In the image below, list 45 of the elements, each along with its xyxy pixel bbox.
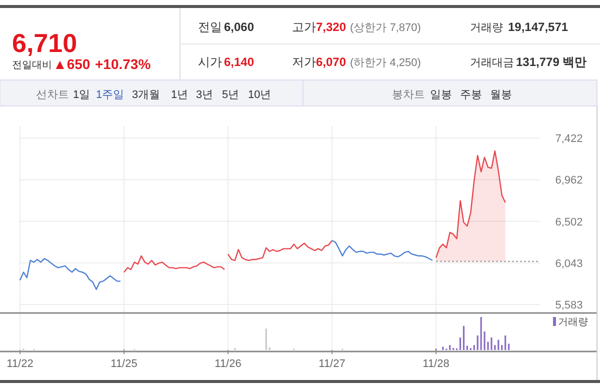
x-tick-label: 11/27 [318,358,346,370]
text: 월봉 [490,89,512,101]
text: 1일 [73,89,90,101]
y-tick-label: 6,962 [555,174,583,187]
line-series [19,258,122,290]
text: 3년 [196,89,214,101]
text: 선차트 [36,89,69,101]
y-tick-label: 7,422 [555,133,583,146]
text: +10.73% [95,56,152,72]
text: 일봉 [430,89,452,101]
text: 6,140 [224,55,254,69]
text: 10년 [248,89,272,101]
text: (하한가 4,250) [350,57,421,69]
text: 7,320 [316,20,346,34]
line-series [123,255,226,273]
text: 6,070 [316,55,346,69]
text: 1주일 [96,89,124,101]
line-series [331,240,434,261]
text: 고가 [292,20,316,34]
text: 6,710 [12,28,78,58]
x-tick-label: 11/26 [214,358,242,370]
text: 6,060 [224,20,254,34]
x-tick-label: 11/28 [422,358,450,370]
text: 봉차트 [392,89,425,101]
text: 5년 [222,89,240,101]
x-tick-label: 11/22 [6,358,34,370]
x-tick-label: 11/25 [110,358,138,370]
text: (상한가 7,870) [350,22,421,34]
text: 거래대금 [470,57,514,69]
text: 1년 [171,89,188,101]
text: 전일 [198,20,222,34]
legend-label: 거래량 [558,317,588,328]
text: ▲650 [53,56,90,72]
text: 131,779 백만 [516,55,587,69]
text: 전일대비 [12,60,52,71]
text: 시가 [198,55,222,69]
text: 거래량 [470,22,503,34]
y-tick-label: 6,502 [555,216,583,228]
y-tick-label: 6,043 [555,258,583,270]
line-series [227,240,333,261]
text: 19,147,571 [508,20,568,34]
text: 3개월 [132,89,160,101]
text: 주봉 [460,89,482,101]
text: 저가 [292,55,316,69]
y-tick-label: 5,583 [555,299,583,312]
